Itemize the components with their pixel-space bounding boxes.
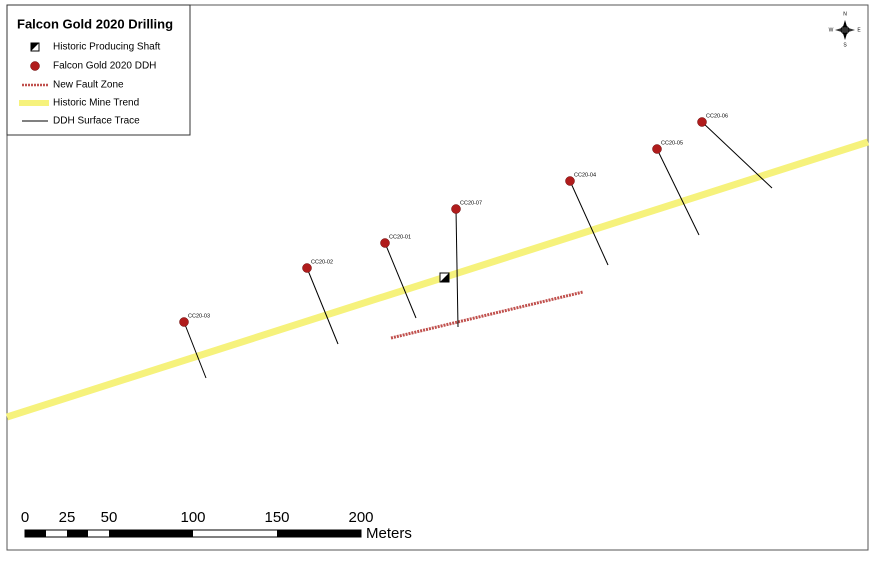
mine-trend: [5, 138, 870, 421]
ddh-trace: [569, 180, 609, 266]
scale-unit: Meters: [366, 525, 412, 542]
ddh-collar: [652, 144, 662, 154]
scale-label: 100: [180, 509, 205, 526]
scale-label: 150: [264, 509, 289, 526]
ddh-trace: [656, 148, 700, 236]
scale-label: 50: [101, 509, 118, 526]
ddh-trace: [183, 321, 207, 379]
ddh-collar: [451, 204, 461, 214]
ddh-trace: [701, 121, 773, 189]
compass-s: S: [843, 42, 847, 48]
ddh-collar: [565, 176, 575, 186]
ddh-label: CC20-04: [574, 172, 596, 178]
legend-label: Historic Producing Shaft: [53, 42, 160, 53]
scale-label: 25: [59, 509, 76, 526]
map-title: Falcon Gold 2020 Drilling: [17, 16, 173, 31]
scale-segment: [67, 530, 88, 537]
scale-segment: [25, 530, 46, 537]
ddh-label: CC20-06: [706, 113, 728, 119]
ddh-collar: [302, 263, 312, 273]
compass-e: E: [857, 27, 861, 33]
ddh-label: CC20-07: [460, 200, 482, 206]
legend-label: New Fault Zone: [53, 80, 124, 91]
legend-label: DDH Surface Trace: [53, 116, 140, 127]
legend: Falcon Gold 2020 Drilling Historic Produ…: [6, 4, 191, 136]
ddh-label: CC20-03: [188, 313, 210, 319]
legend-label: Historic Mine Trend: [53, 98, 139, 109]
scale-label: 0: [21, 509, 29, 526]
ddh-trace: [306, 267, 339, 345]
ddh-trace: [384, 242, 417, 319]
scale-segment: [277, 530, 361, 537]
shaft: [439, 272, 450, 283]
ddh-trace: [455, 208, 459, 328]
compass-n: N: [843, 11, 847, 17]
ddh-label: CC20-01: [389, 234, 411, 240]
compass: N S E W: [829, 11, 862, 48]
ddh-collar: [697, 117, 707, 127]
scale-segment: [109, 530, 193, 537]
ddh-collar: [179, 317, 189, 327]
legend-label: Falcon Gold 2020 DDH: [53, 61, 156, 72]
ddh-label: CC20-02: [311, 259, 333, 265]
drill-holes: CC20-03 CC20-02 CC20-01 CC20-07 CC20-04 CC20-…: [179, 113, 773, 379]
ddh-collar: [380, 238, 390, 248]
ddh-label: CC20-05: [661, 140, 683, 146]
scale-label: 200: [348, 509, 373, 526]
compass-w: W: [829, 27, 834, 33]
